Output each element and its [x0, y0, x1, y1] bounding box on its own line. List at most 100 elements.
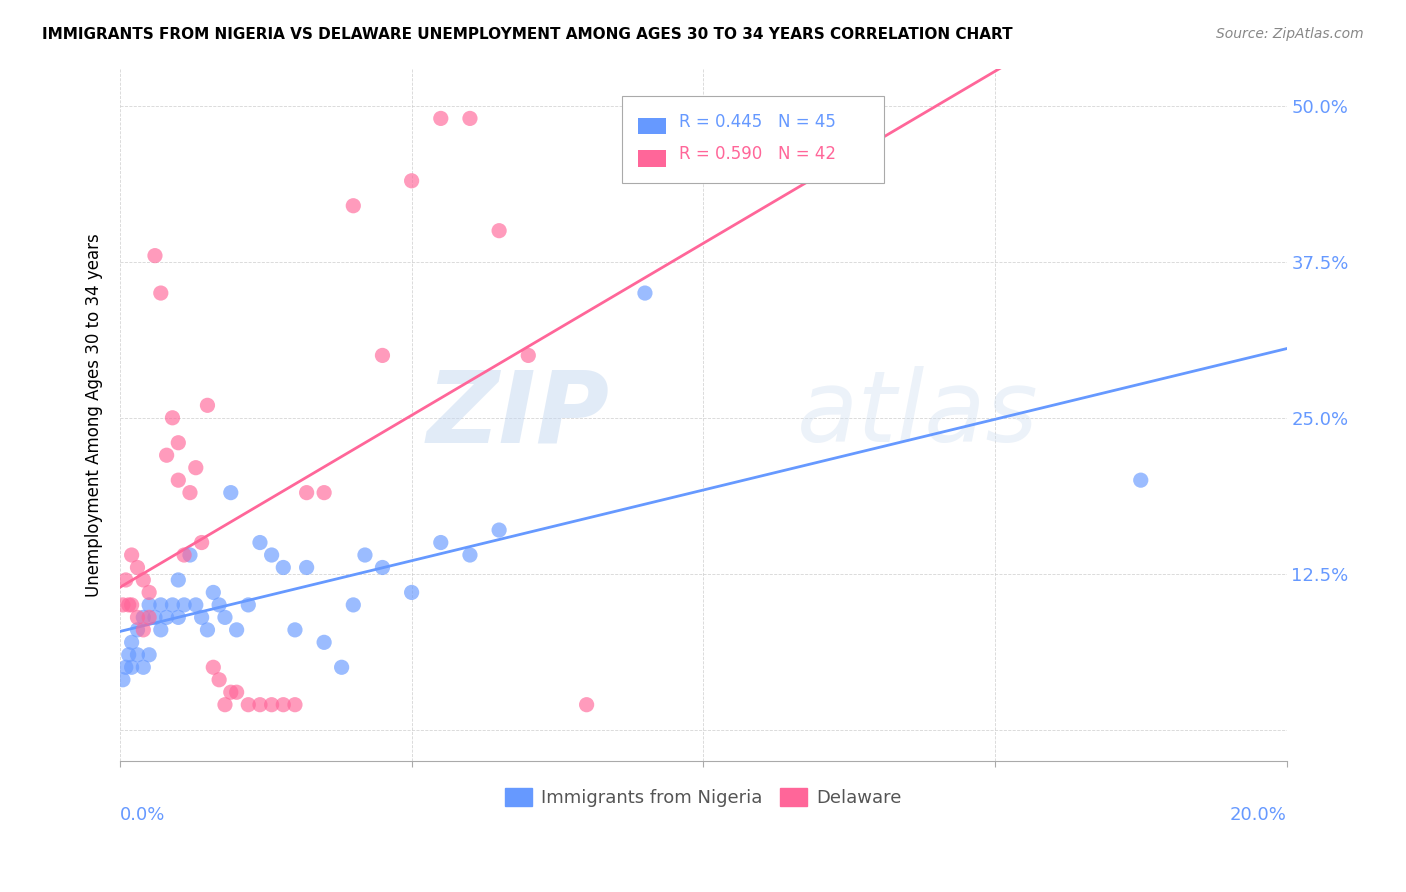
Point	[271, 698, 294, 712]
Text: 20.0%: 20.0%	[1230, 805, 1286, 824]
Point	[184, 460, 207, 475]
Point	[138, 585, 160, 599]
Point	[132, 610, 155, 624]
Point	[249, 698, 271, 712]
Point	[156, 610, 179, 624]
Point	[342, 598, 364, 612]
Point	[118, 598, 141, 612]
Point	[430, 535, 453, 549]
Point	[132, 623, 155, 637]
Point	[488, 523, 510, 537]
Point	[208, 673, 231, 687]
Point	[634, 286, 657, 301]
Point	[401, 585, 423, 599]
Text: ZIP: ZIP	[427, 367, 610, 463]
Point	[149, 598, 172, 612]
Point	[167, 610, 190, 624]
Point	[458, 548, 481, 562]
Point	[284, 623, 307, 637]
Point	[118, 648, 141, 662]
FancyBboxPatch shape	[638, 150, 666, 167]
Point	[249, 535, 271, 549]
Point	[190, 610, 212, 624]
Point	[138, 610, 160, 624]
Point	[162, 598, 184, 612]
Point	[190, 535, 212, 549]
Point	[143, 610, 166, 624]
Point	[238, 598, 260, 612]
Point	[342, 199, 364, 213]
Point	[371, 560, 394, 574]
Point	[354, 548, 377, 562]
Point	[179, 485, 201, 500]
Point	[314, 485, 336, 500]
Point	[295, 485, 318, 500]
Text: R = 0.445   N = 45: R = 0.445 N = 45	[679, 112, 835, 131]
Point	[225, 685, 247, 699]
Point	[132, 573, 155, 587]
Point	[167, 435, 190, 450]
Point	[156, 448, 179, 462]
Text: IMMIGRANTS FROM NIGERIA VS DELAWARE UNEMPLOYMENT AMONG AGES 30 TO 34 YEARS CORRE: IMMIGRANTS FROM NIGERIA VS DELAWARE UNEM…	[42, 27, 1012, 42]
Point	[132, 660, 155, 674]
Point	[138, 648, 160, 662]
Point	[162, 410, 184, 425]
Point	[121, 548, 143, 562]
Text: Source: ZipAtlas.com: Source: ZipAtlas.com	[1216, 27, 1364, 41]
Text: atlas: atlas	[797, 367, 1038, 463]
Point	[271, 560, 294, 574]
Point	[1129, 473, 1152, 487]
Point	[121, 660, 143, 674]
Point	[184, 598, 207, 612]
Point	[488, 224, 510, 238]
Point	[149, 286, 172, 301]
Point	[575, 698, 598, 712]
Legend: Immigrants from Nigeria, Delaware: Immigrants from Nigeria, Delaware	[498, 780, 910, 814]
Point	[314, 635, 336, 649]
Point	[238, 698, 260, 712]
Point	[208, 598, 231, 612]
Point	[202, 585, 225, 599]
Point	[114, 573, 136, 587]
Point	[127, 610, 149, 624]
Point	[127, 560, 149, 574]
Text: 0.0%: 0.0%	[120, 805, 166, 824]
Point	[284, 698, 307, 712]
Point	[214, 610, 236, 624]
Point	[121, 635, 143, 649]
Point	[295, 560, 318, 574]
FancyBboxPatch shape	[621, 96, 884, 183]
Point	[173, 598, 195, 612]
Point	[458, 112, 481, 126]
Point	[143, 249, 166, 263]
Point	[330, 660, 353, 674]
Point	[149, 623, 172, 637]
FancyBboxPatch shape	[638, 118, 666, 135]
Point	[517, 348, 540, 362]
Point	[260, 548, 283, 562]
Point	[219, 685, 242, 699]
Point	[219, 485, 242, 500]
Point	[138, 598, 160, 612]
Point	[114, 660, 136, 674]
Y-axis label: Unemployment Among Ages 30 to 34 years: Unemployment Among Ages 30 to 34 years	[86, 233, 103, 597]
Point	[401, 174, 423, 188]
Point	[111, 598, 134, 612]
Point	[179, 548, 201, 562]
Point	[197, 398, 219, 412]
Point	[197, 623, 219, 637]
Point	[121, 598, 143, 612]
Point	[167, 473, 190, 487]
Point	[371, 348, 394, 362]
Point	[225, 623, 247, 637]
Point	[214, 698, 236, 712]
Point	[111, 673, 134, 687]
Point	[127, 648, 149, 662]
Point	[430, 112, 453, 126]
Text: R = 0.590   N = 42: R = 0.590 N = 42	[679, 145, 835, 163]
Point	[127, 623, 149, 637]
Point	[260, 698, 283, 712]
Point	[202, 660, 225, 674]
Point	[173, 548, 195, 562]
Point	[167, 573, 190, 587]
